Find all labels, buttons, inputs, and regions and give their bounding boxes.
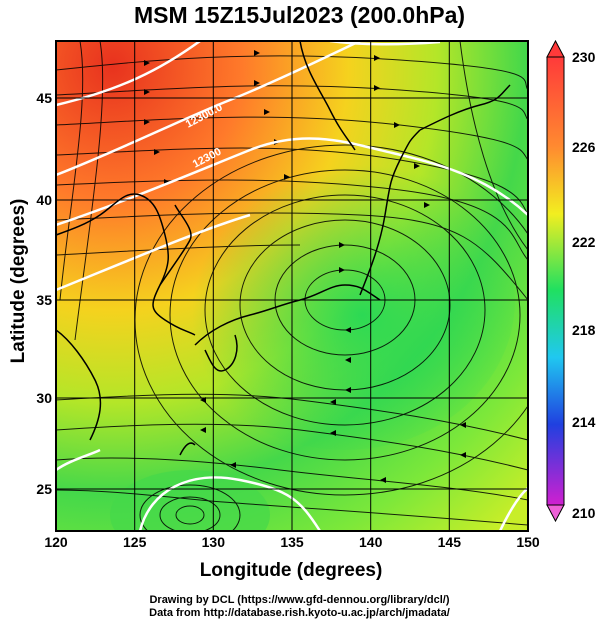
x-tick-label: 150: [516, 534, 540, 550]
colorbar-tick: 218: [572, 322, 596, 338]
colorbar-tick: 214: [572, 414, 596, 430]
x-tick-label: 120: [44, 534, 68, 550]
y-axis-label: Latitude (degrees): [8, 198, 29, 364]
coastlines: [56, 41, 511, 456]
x-tick-label: 125: [123, 534, 147, 550]
x-tick-label: 135: [280, 534, 304, 550]
x-tick-label: 140: [359, 534, 383, 550]
plot-frame: [55, 40, 529, 532]
colorbar-tick: 226: [572, 139, 596, 155]
y-tick-label: 40: [36, 192, 52, 208]
map-title: MSM 15Z15Jul2023 (200.0hPa): [133, 2, 466, 28]
colorbar: [546, 56, 565, 506]
y-tick-label: 45: [36, 90, 52, 106]
colorbar-top-arrow: [546, 39, 565, 58]
y-tick-label: 35: [36, 292, 52, 308]
x-tick-label: 145: [437, 534, 461, 550]
colorbar-tick: 222: [572, 234, 596, 250]
x-axis-label: Longitude (degrees): [199, 560, 383, 581]
y-tick-label: 30: [36, 390, 52, 406]
colorbar-bottom-arrow: [546, 504, 565, 523]
credit-line-data: Data from http://database.rish.kyoto-u.a…: [149, 607, 450, 619]
streamline-arrows: [144, 50, 466, 483]
grid-lines: [56, 41, 528, 531]
y-tick-label: 25: [36, 481, 52, 497]
colorbar-tick: 210: [572, 505, 596, 521]
streamlines: [56, 41, 528, 531]
x-tick-label: 130: [201, 534, 225, 550]
colorbar-tick: 230: [572, 49, 596, 65]
credit-line-drawing: Drawing by DCL (https://www.gfd-dennou.o…: [149, 594, 450, 606]
